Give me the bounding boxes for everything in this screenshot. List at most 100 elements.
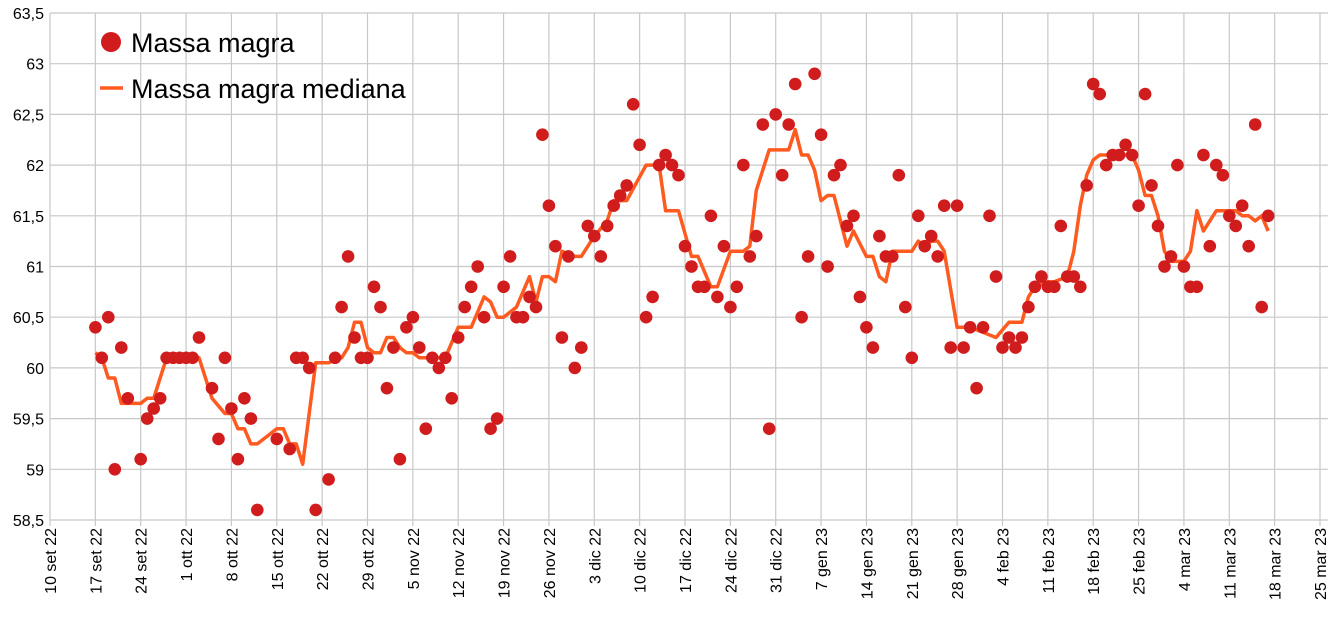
data-point	[957, 341, 970, 354]
data-point	[646, 290, 659, 304]
y-tick-label: 60,5	[13, 310, 44, 327]
data-point	[374, 300, 387, 314]
x-tick-label: 18 mar 23	[1268, 528, 1285, 600]
x-tick-label: 3 dic 22	[587, 528, 604, 584]
data-point	[1099, 158, 1113, 172]
data-point	[192, 331, 206, 344]
data-point	[821, 260, 834, 273]
data-point	[633, 138, 646, 152]
data-point	[931, 250, 944, 263]
data-point	[924, 229, 938, 243]
data-point	[788, 77, 802, 91]
data-point	[762, 422, 776, 436]
data-point	[451, 331, 465, 344]
data-point	[886, 250, 899, 263]
data-point	[1223, 209, 1236, 223]
data-point	[626, 98, 640, 111]
data-point	[523, 290, 536, 304]
x-tick-label: 14 gen 23	[859, 528, 876, 599]
scatter-series	[89, 67, 1275, 517]
data-point	[549, 239, 562, 253]
data-point	[899, 300, 912, 314]
data-point	[853, 290, 867, 304]
data-point	[212, 432, 225, 446]
data-point	[892, 168, 906, 182]
y-tick-label: 62,5	[13, 107, 44, 124]
x-tick-label: 11 feb 23	[1041, 528, 1058, 594]
data-point	[795, 310, 808, 324]
y-tick-label: 58,5	[13, 513, 44, 530]
data-point	[1203, 239, 1217, 253]
data-point	[782, 118, 795, 131]
data-point	[568, 361, 582, 375]
data-point	[685, 260, 698, 273]
data-point	[1255, 300, 1268, 314]
data-point	[296, 351, 310, 365]
data-point	[1210, 158, 1223, 172]
data-point	[108, 463, 122, 476]
data-point	[464, 280, 478, 294]
data-point	[419, 422, 433, 436]
data-point	[244, 412, 258, 425]
x-tick-label: 4 feb 23	[996, 528, 1013, 586]
data-point	[1080, 179, 1093, 192]
data-point	[348, 331, 361, 344]
data-point	[153, 392, 167, 405]
data-point	[717, 239, 731, 253]
median-series	[94, 127, 1270, 466]
data-point	[95, 351, 109, 365]
data-point	[1151, 219, 1165, 233]
data-point	[484, 422, 497, 436]
data-point	[250, 503, 264, 517]
data-point	[309, 503, 323, 517]
data-point	[458, 300, 472, 314]
data-point	[393, 452, 407, 466]
data-point	[102, 310, 115, 324]
data-point	[555, 331, 569, 344]
data-point	[775, 168, 789, 182]
legend-label-massa-magra-mediana: Massa magra mediana	[131, 74, 407, 104]
x-tick-label: 17 dic 22	[678, 528, 695, 593]
data-point	[1048, 280, 1061, 294]
data-point	[147, 402, 160, 415]
data-point	[652, 158, 666, 172]
x-tick-label: 29 ott 22	[361, 528, 378, 590]
data-point	[1190, 280, 1204, 294]
data-point	[944, 341, 957, 354]
data-point	[503, 250, 517, 263]
data-point	[1197, 148, 1210, 162]
data-point	[873, 229, 886, 243]
data-point	[134, 452, 147, 466]
data-point	[613, 189, 627, 202]
x-tick-label: 8 ott 22	[224, 528, 241, 581]
data-point	[976, 321, 990, 334]
data-point	[328, 351, 342, 365]
data-point	[1119, 138, 1132, 152]
median-line	[94, 127, 1270, 466]
data-point	[665, 158, 679, 172]
x-tick-label: 4 mar 23	[1177, 528, 1194, 591]
data-point	[724, 300, 737, 314]
data-point	[1035, 270, 1048, 283]
data-point	[1248, 118, 1262, 131]
data-point	[1229, 219, 1243, 233]
x-tick-label: 15 ott 22	[270, 528, 287, 590]
data-point	[620, 179, 633, 192]
data-point	[387, 341, 400, 354]
data-point	[912, 209, 925, 223]
data-point	[439, 351, 452, 365]
x-tick-label: 10 dic 22	[633, 528, 650, 593]
data-point	[659, 148, 672, 162]
x-tick-label: 25 mar 23	[1313, 528, 1330, 600]
data-point	[827, 168, 841, 182]
data-point	[698, 280, 711, 294]
data-point	[1022, 300, 1035, 314]
data-point	[542, 199, 556, 212]
data-point	[1015, 331, 1029, 344]
x-tick-label: 24 set 22	[134, 528, 151, 594]
data-point	[808, 67, 821, 81]
data-point	[756, 118, 770, 131]
data-point	[1132, 199, 1145, 212]
data-point	[834, 158, 847, 172]
